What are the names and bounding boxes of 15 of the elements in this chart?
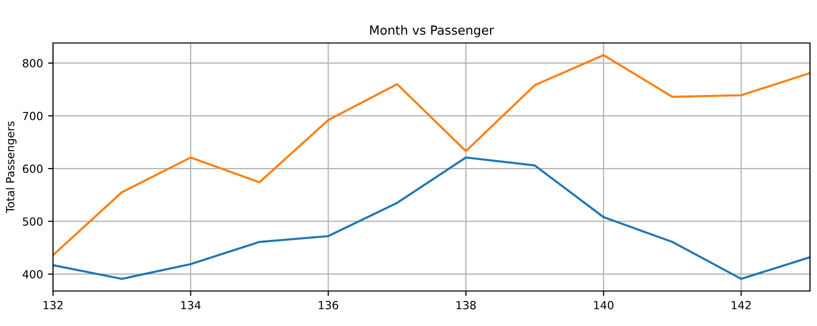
x-tick-label: 142 [732, 300, 751, 310]
x-tick-label: 136 [318, 300, 338, 310]
y-tick-label: 400 [22, 270, 43, 278]
y-axis-title: Total Passengers [6, 121, 17, 214]
y-tick-label: 600 [22, 164, 43, 173]
x-tick-label: 134 [181, 300, 201, 310]
line-series [53, 54, 810, 256]
x-tick-label: 140 [594, 300, 614, 310]
x-tick-label: 132 [44, 300, 62, 310]
x-tick-label: 138 [456, 300, 476, 310]
y-tick-label: 700 [22, 112, 43, 120]
y-tick-label: 800 [22, 59, 43, 68]
chart-title: Month vs Passenger [370, 25, 494, 38]
y-tick-label: 500 [22, 217, 43, 226]
line-series [53, 156, 810, 280]
